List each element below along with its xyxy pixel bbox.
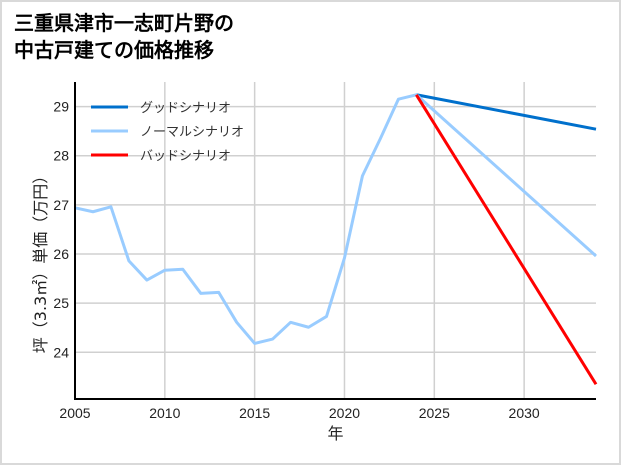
x-tick-label: 2010 [149,405,180,421]
x-tick-label: 2020 [329,405,360,421]
chart-title: 三重県津市一志町片野の 中古戸建ての価格推移 [14,11,234,62]
y-tick-label: 25 [53,295,69,311]
y-axis-label: 坪（3.3㎡）単価（万円） [31,168,50,353]
series-line-2 [74,93,598,345]
y-tick-label: 26 [53,246,69,262]
x-tick-label: 2030 [509,405,540,421]
legend-label: グッドシナリオ [140,101,231,116]
legend-label: ノーマルシナリオ [140,125,244,140]
legend-label: バッドシナリオ [140,149,231,164]
y-tick-label: 24 [53,344,69,360]
x-tick-label: 2015 [239,405,270,421]
series-line-1 [416,93,597,131]
x-tick-label: 2005 [59,405,90,421]
y-tick-label: 28 [53,148,69,164]
x-tick-label: 2025 [419,405,450,421]
x-axis-label: 年 [327,424,343,443]
series-line-3 [415,93,598,386]
y-tick-label: 29 [53,99,69,115]
y-tick-label: 27 [53,197,69,213]
